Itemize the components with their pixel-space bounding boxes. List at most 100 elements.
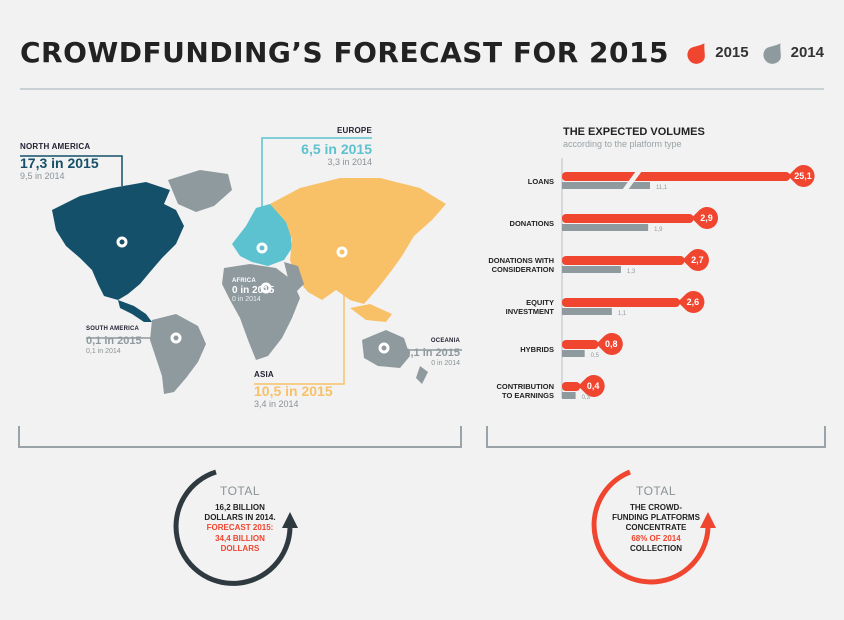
asia-marker — [336, 246, 348, 258]
legend-2015-marker — [687, 43, 706, 64]
value-label-2015: 0,8 — [605, 339, 618, 349]
bar-2014 — [562, 224, 649, 231]
region-name: OCEANIA — [430, 338, 460, 344]
value-label-2015: 2,6 — [687, 297, 700, 307]
value-badge-2015 — [596, 333, 623, 356]
left-total-text: TOTAL 16,2 BILLION DOLLARS IN 2014. FORE… — [190, 484, 290, 555]
bar-2014 — [562, 350, 585, 357]
category-label-line: DONATIONS WITH — [488, 256, 554, 265]
value-label-2015: 2,9 — [700, 213, 713, 223]
value-label-2014: 0,5 — [591, 353, 600, 359]
region-value-2014: 3,4 in 2014 — [254, 399, 299, 410]
category-label-line: EQUITY — [526, 298, 554, 307]
europe-shape — [232, 204, 292, 266]
region-name: NORTH AMERICA — [20, 142, 91, 151]
bar-2015 — [562, 340, 599, 349]
category-label-line: CONTRIBUTION — [496, 382, 555, 391]
category-label: EQUITY INVESTMENT — [444, 298, 554, 316]
value-label-2014: 1,3 — [627, 269, 636, 275]
category-label-line: CONSIDERATION — [491, 265, 554, 274]
right-total-heading: TOTAL — [635, 484, 677, 498]
middle-east-shape — [284, 262, 304, 292]
asia-shape — [270, 178, 446, 304]
region-north-america: NORTH AMERICA 17,3 in 2015 9,5 in 2014 — [20, 142, 99, 182]
region-value-2014: 3,3 in 2014 — [327, 157, 372, 168]
bar-2014 — [562, 182, 650, 189]
category-label: CONTRIBUTION TO EARNINGS — [444, 382, 555, 400]
value-badge-2015 — [677, 291, 705, 314]
region-value-2015: 6,5 in 2015 — [301, 141, 372, 158]
category-label-line: TO EARNINGS — [502, 391, 554, 400]
bar-2014 — [562, 266, 621, 273]
legend-2015-label: 2015 — [715, 43, 749, 61]
region-name: ASIA — [254, 370, 274, 379]
bar-2015 — [562, 298, 680, 307]
legend: 2015 2014 — [687, 40, 824, 64]
region-oceania: OCEANIA 0,1 in 2015 0 in 2014 — [400, 338, 460, 368]
value-badge-2015 — [788, 165, 815, 187]
oceania-marker — [378, 342, 390, 354]
right-total-line3: CONCENTRATE — [625, 523, 687, 533]
region-value-2014: 9,5 in 2014 — [20, 171, 65, 182]
right-total-text: TOTAL THE CROWD- FUNDING PLATFORMS CONCE… — [606, 484, 706, 555]
region-value-2015: 0,1 in 2015 — [404, 346, 460, 359]
right-total-line1: THE CROWD- — [630, 502, 682, 512]
greenland-shape — [168, 170, 232, 212]
new-zealand-shape — [416, 366, 428, 384]
value-badge-2015 — [578, 375, 605, 398]
region-name: EUROPE — [337, 126, 372, 135]
left-total-heading: TOTAL — [219, 484, 261, 498]
category-label: DONATIONS — [444, 219, 554, 228]
chart-subtitle: according to the platform type — [563, 139, 682, 149]
bar-2014 — [562, 392, 576, 399]
map-bracket — [18, 426, 462, 448]
region-value-2014: 0 in 2014 — [232, 296, 261, 304]
region-value-2014: 0 in 2014 — [431, 359, 460, 367]
legend-2014-label: 2014 — [790, 43, 824, 61]
value-label-2014: 1,9 — [654, 227, 663, 233]
chart-title: THE EXPECTED VOLUMES — [563, 126, 705, 138]
category-label: HYBRIDS — [444, 345, 554, 354]
category-label: LOANS — [444, 177, 554, 186]
region-africa: AFRICA 0 in 2015 0 in 2014 — [232, 278, 274, 304]
south-america-marker — [170, 332, 182, 344]
header-divider — [20, 88, 824, 90]
europe-marker — [256, 242, 268, 254]
region-value-2015: 17,3 in 2015 — [20, 155, 99, 172]
value-label-2014: 11,1 — [656, 185, 668, 191]
right-total-line4: 68% OF 2014 — [631, 533, 681, 543]
value-badge-2015 — [691, 207, 719, 229]
value-label-2014: 1,1 — [618, 311, 627, 317]
category-label: DONATIONS WITH CONSIDERATION — [444, 256, 554, 274]
bar-2015 — [562, 214, 694, 223]
region-value-2014: 0,1 in 2014 — [86, 347, 121, 355]
region-value-2015: 0,1 in 2015 — [86, 334, 142, 347]
right-total-line2: FUNDING PLATFORMS — [612, 512, 700, 522]
region-asia: ASIA 10,5 in 2015 3,4 in 2014 — [254, 370, 333, 410]
category-label-line: DONATIONS — [509, 219, 554, 228]
south-america-shape — [150, 314, 206, 394]
category-label-line: INVESTMENT — [505, 307, 554, 316]
value-label-2015: 2,7 — [691, 255, 704, 265]
region-name: SOUTH AMERICA — [86, 326, 140, 332]
legend-2014-marker — [763, 43, 781, 64]
right-total-line5: COLLECTION — [630, 544, 682, 554]
region-south-america: SOUTH AMERICA 0,1 in 2015 0,1 in 2014 — [86, 326, 142, 356]
bar-2015 — [562, 172, 790, 181]
category-label-line: LOANS — [527, 177, 554, 186]
value-label-2015: 25,1 — [794, 171, 812, 181]
axis-break-mark — [622, 171, 642, 190]
left-total-line5: DOLLARS — [220, 544, 260, 554]
region-name: AFRICA — [232, 278, 256, 284]
region-value-2015: 10,5 in 2015 — [254, 383, 333, 400]
left-total-line3: FORECAST 2015: — [206, 523, 274, 533]
bar-2014 — [562, 308, 612, 315]
category-label-line: HYBRIDS — [520, 345, 554, 354]
region-europe: EUROPE 6,5 in 2015 3,3 in 2014 — [272, 126, 372, 168]
central-america-shape — [118, 300, 152, 322]
bar-2015 — [562, 382, 581, 391]
value-label-2015: 0,4 — [587, 381, 600, 391]
